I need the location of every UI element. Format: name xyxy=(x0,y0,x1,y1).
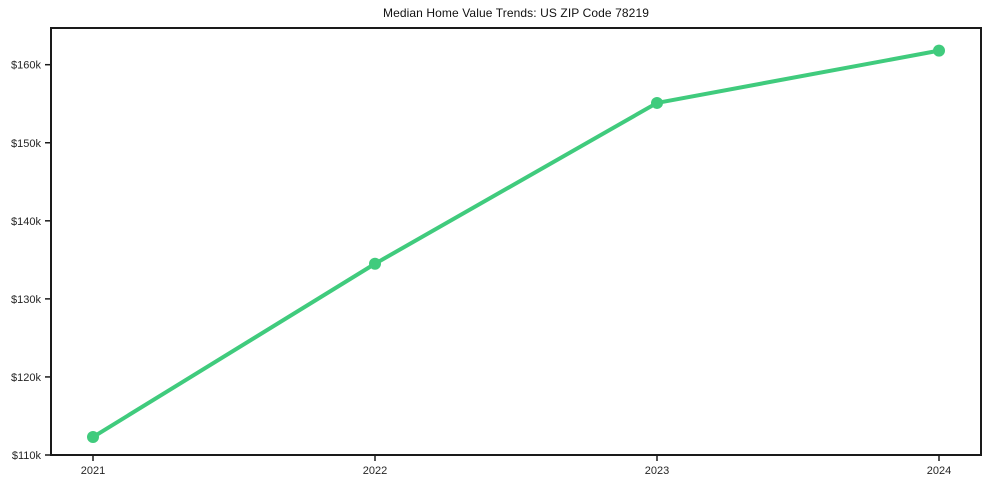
data-point-2023 xyxy=(651,96,663,109)
y-tick-label: $150k xyxy=(11,138,41,150)
trend-line xyxy=(91,48,941,440)
y-tick-label: $120k xyxy=(11,372,41,384)
data-point-2022 xyxy=(369,257,381,270)
x-tick-label: 2023 xyxy=(645,465,669,477)
y-tick-label: $140k xyxy=(11,216,41,228)
data-point-2024 xyxy=(933,44,945,57)
y-tick-label: $130k xyxy=(11,294,41,306)
x-tick-label: 2022 xyxy=(363,465,387,477)
x-tick-label: 2021 xyxy=(81,465,105,477)
data-point-2021 xyxy=(87,431,99,444)
y-tick-label: $110k xyxy=(12,450,42,462)
plot-border xyxy=(50,27,982,456)
x-tick-label: 2024 xyxy=(927,465,951,477)
y-tick-label: $160k xyxy=(11,60,41,72)
chart-title: Median Home Value Trends: US ZIP Code 78… xyxy=(382,6,649,20)
